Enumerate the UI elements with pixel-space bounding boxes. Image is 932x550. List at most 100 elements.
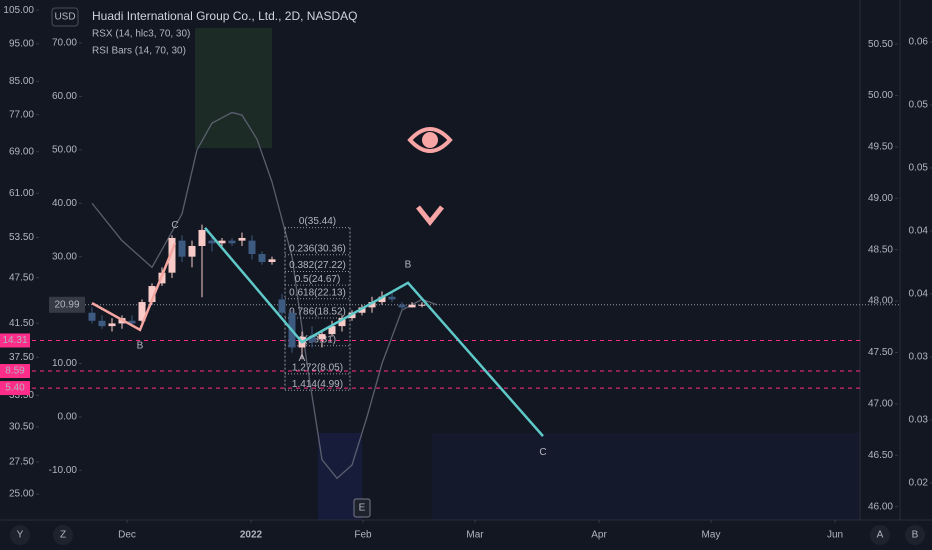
fib-label: 0(35.44) [299, 216, 336, 227]
overbought-zone [195, 28, 272, 148]
level-badge [0, 381, 30, 396]
toolbar-button[interactable] [10, 525, 30, 545]
y2-label: 49.00 [868, 193, 893, 204]
candle-body [208, 240, 216, 244]
candle-body [338, 318, 346, 327]
outer-y-label: 30.50 [9, 422, 34, 433]
y3-label: 0.03 [909, 352, 929, 363]
y2-label: 48.00 [868, 296, 893, 307]
outer-y-label: 53.50 [9, 232, 34, 243]
toolbar-label: Z [60, 530, 66, 541]
currency-box[interactable] [51, 7, 79, 27]
wave-line [204, 227, 544, 437]
y3-label: 0.03 [909, 415, 929, 426]
y2-label: 49.50 [868, 142, 893, 153]
candle-body [238, 237, 246, 241]
x-tick-label: Dec [118, 530, 136, 541]
candle-body [278, 299, 286, 313]
y2-label: 48.50 [868, 244, 893, 255]
level-label: 14.31 [2, 335, 27, 346]
y-label: 70.00 [52, 38, 77, 49]
candle-body [188, 245, 196, 257]
y-label: 50.00 [52, 144, 77, 155]
outer-y-label: 61.00 [9, 188, 34, 199]
fib-label: 1(13.31) [299, 334, 336, 345]
wave-label: C [171, 220, 178, 231]
outer-y-label: 25.00 [9, 489, 34, 500]
indicator: RSX (14, hlc3, 70, 30) [92, 29, 190, 40]
candle-body [248, 240, 256, 254]
candle-body [318, 334, 326, 340]
outer-y-label: 27.50 [9, 457, 34, 468]
level-label: 5.40 [5, 383, 25, 394]
candle-body [398, 304, 406, 308]
y3-label: 0.02 [909, 478, 929, 489]
candle-body [178, 240, 186, 257]
outer-y-label: 69.00 [9, 146, 34, 157]
wave-line [91, 242, 177, 332]
outer-y-label: 33.50 [9, 390, 34, 401]
candle-body [328, 326, 336, 335]
candle-body [128, 320, 136, 324]
toolbar-button[interactable] [870, 525, 890, 545]
chart-title: Huadi International Group Co., Ltd., 2D,… [92, 9, 357, 23]
candle-body [358, 307, 366, 313]
toolbar-button[interactable] [905, 525, 925, 545]
wave-label: B [405, 259, 412, 270]
indicator: RSI Bars (14, 70, 30) [92, 46, 186, 57]
candle-body [308, 336, 316, 343]
eye-icon [407, 127, 453, 153]
y2-label: 50.00 [868, 90, 893, 101]
candle-body [168, 237, 176, 273]
fib-label: 1.272(8.05) [292, 363, 343, 374]
outer-y-label: 77.00 [9, 109, 34, 120]
toolbar-button[interactable] [53, 525, 73, 545]
last-price-badge [49, 296, 85, 313]
x-tick-label: Apr [591, 530, 607, 541]
y2-label: 47.00 [868, 399, 893, 410]
y3-label: 0.05 [909, 163, 929, 174]
candle-body [148, 286, 156, 303]
x-tick-label: Mar [466, 530, 484, 541]
wave-label: C [539, 447, 546, 458]
candle-body [88, 312, 96, 321]
y-label: 40.00 [52, 198, 77, 209]
x-tick-label: Feb [354, 530, 372, 541]
level-badge [0, 333, 30, 348]
candle-body [408, 304, 416, 308]
wave-label: B [137, 340, 144, 351]
outer-y-label: 95.00 [9, 39, 34, 50]
toolbar-label: Y [17, 530, 24, 541]
y-label: 60.00 [52, 91, 77, 102]
candle-body [218, 240, 226, 244]
candle-body [98, 320, 106, 327]
y3-label: 0.05 [909, 100, 929, 111]
wave-label: A [299, 353, 306, 364]
outer-y-label: 47.50 [9, 272, 34, 283]
chevron-icon [416, 205, 444, 227]
candle-body [368, 302, 376, 308]
y-label: -10.00 [49, 465, 78, 476]
fib-label: 0.618(22.13) [289, 287, 346, 298]
outer-y-label: 85.00 [9, 76, 34, 87]
event-marker-label: E [359, 503, 366, 514]
level-label: 8.59 [5, 366, 25, 377]
y-label: 10.00 [52, 358, 77, 369]
outer-y-label: 37.50 [9, 352, 34, 363]
candle-body [138, 302, 146, 321]
fib-label: 0.5(24.67) [295, 274, 341, 285]
candle-body [418, 304, 426, 306]
candle-body [108, 323, 116, 327]
toolbar-label: B [912, 530, 919, 541]
candle-body [198, 229, 206, 246]
y-label: 0.00 [58, 412, 78, 423]
y2-label: 47.50 [868, 347, 893, 358]
event-marker[interactable] [353, 498, 371, 518]
level-badge [0, 364, 30, 379]
fib-label: 1.414(4.99) [292, 379, 343, 390]
y2-label: 50.50 [868, 39, 893, 50]
currency: USD [54, 12, 75, 23]
fib-label: 0.382(27.22) [289, 260, 346, 271]
x-tick-label: May [702, 530, 721, 541]
fib-label: 0.786(18.52) [289, 307, 346, 318]
